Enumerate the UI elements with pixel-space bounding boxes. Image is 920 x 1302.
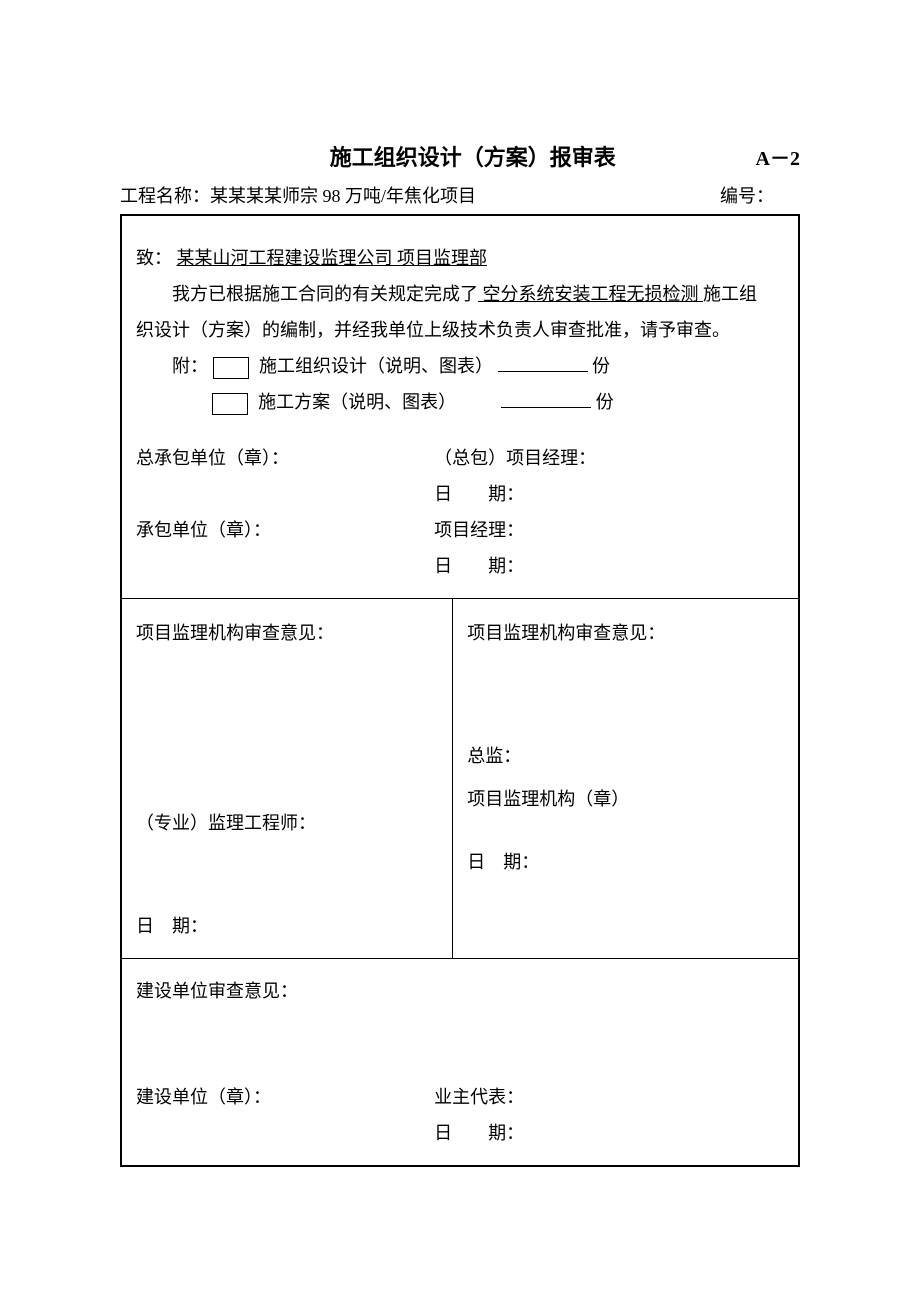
- owner-review-title: 建设单位审查意见：: [136, 973, 784, 1009]
- owner-rep: 业主代表：: [434, 1079, 784, 1115]
- engineer-label: （专业）监理工程师：: [136, 802, 438, 845]
- review-left-title: 项目监理机构审查意见：: [136, 619, 438, 645]
- attach2-blank[interactable]: [501, 407, 591, 408]
- to-recipient: 某某山河工程建设监理公司: [177, 248, 398, 268]
- date-left: 日 期：: [136, 905, 438, 948]
- checkbox-1[interactable]: [213, 357, 249, 379]
- project-label: 工程名称：: [120, 186, 210, 206]
- form-box: 致： 某某山河工程建设监理公司 项目监理部 我方已根据施工合同的有关规定完成了 …: [120, 214, 800, 1167]
- page-title: 施工组织设计（方案）报审表: [120, 140, 756, 172]
- main-pm: （总包）项目经理：: [434, 440, 784, 476]
- to-label: 致：: [136, 248, 172, 268]
- review-row: 项目监理机构审查意见： （专业）监理工程师： 日 期： 项目监理机构审查意见： …: [122, 598, 798, 958]
- attach2-text: 施工方案（说明、图表）: [258, 392, 456, 412]
- owner-cell: 建设单位审查意见： 建设单位（章）： 业主代表： 日 期：: [122, 958, 798, 1165]
- form-code: A－2: [756, 142, 800, 171]
- to-suffix: 项目监理部: [397, 248, 487, 268]
- intro-underline: 空分系统安装工程无损检测: [478, 284, 703, 304]
- unit-fen-2: 份: [596, 392, 614, 412]
- pm: 项目经理：: [434, 512, 784, 548]
- number-label: 编号：: [720, 182, 800, 208]
- chief-label: 总监：: [467, 735, 784, 778]
- checkbox-2[interactable]: [212, 393, 248, 415]
- date-owner: 日 期：: [434, 1115, 784, 1151]
- attach-label: 附：: [172, 356, 208, 376]
- intro-prefix: 我方已根据施工合同的有关规定完成了: [172, 284, 478, 304]
- date-2: 日 期：: [434, 548, 784, 584]
- intro-line2: 织设计（方案）的编制，并经我单位上级技术负责人审查批准，请予审查。: [136, 312, 784, 348]
- owner-seal: 建设单位（章）：: [136, 1079, 434, 1115]
- attach1-text: 施工组织设计（说明、图表）: [259, 356, 493, 376]
- date-right: 日 期：: [467, 841, 784, 884]
- date-1: 日 期：: [434, 476, 784, 512]
- main-contractor-seal: 总承包单位（章）：: [136, 440, 434, 476]
- org-seal-label: 项目监理机构（章）: [467, 778, 784, 821]
- intro-cell: 致： 某某山河工程建设监理公司 项目监理部 我方已根据施工合同的有关规定完成了 …: [122, 216, 798, 598]
- project-name: 某某某某师宗 98 万吨/年焦化项目: [210, 186, 476, 206]
- intro-suffix: 施工组: [703, 284, 757, 304]
- attach1-blank[interactable]: [498, 371, 588, 372]
- unit-fen-1: 份: [592, 356, 610, 376]
- contractor-seal: 承包单位（章）：: [136, 512, 434, 548]
- review-right-title: 项目监理机构审查意见：: [467, 619, 784, 645]
